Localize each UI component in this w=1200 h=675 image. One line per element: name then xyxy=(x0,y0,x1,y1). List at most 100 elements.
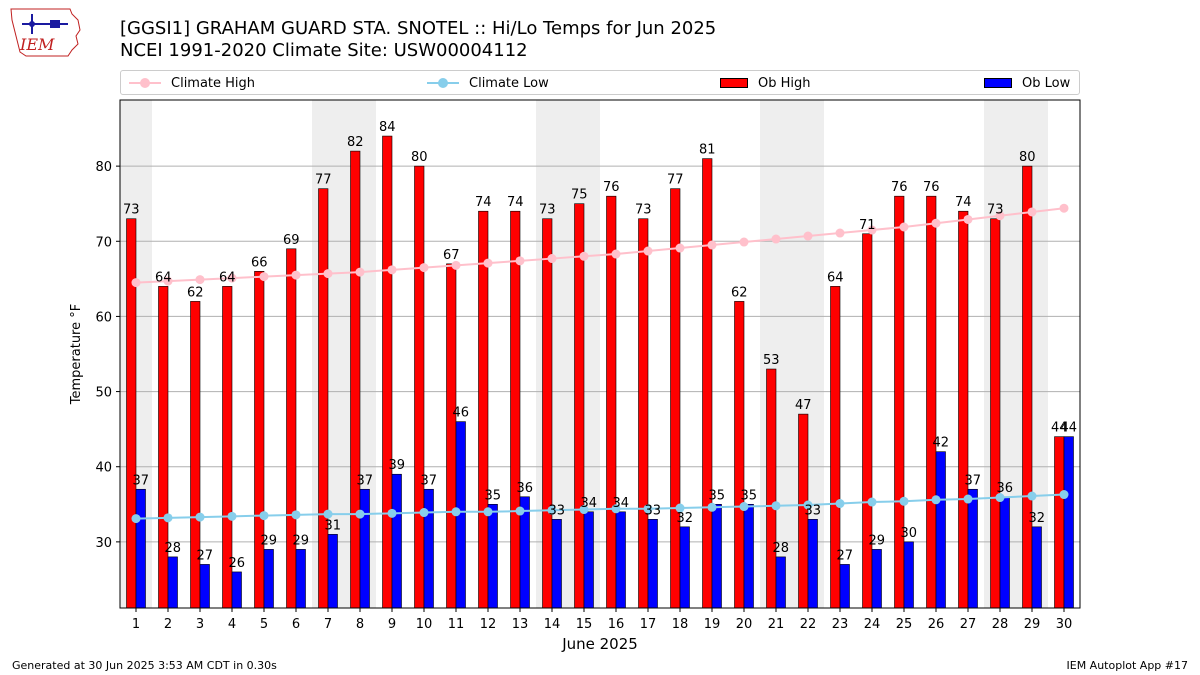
ob-high-label: 73 xyxy=(123,203,140,218)
climate-high-point xyxy=(483,258,493,268)
legend-label-ob-low: Ob Low xyxy=(1022,75,1071,91)
ob-high-bar xyxy=(766,368,777,609)
ob-low-bar xyxy=(391,473,402,609)
climate-low-point xyxy=(227,511,237,521)
ob-high-label: 66 xyxy=(251,255,268,270)
climate-high-point xyxy=(579,251,589,261)
climate-high-line xyxy=(135,207,1065,284)
climate-high-point xyxy=(323,269,333,279)
ob-high-bar xyxy=(894,195,905,609)
climate-low-point xyxy=(611,504,621,514)
ob-low-bar xyxy=(711,503,722,609)
ob-low-label: 37 xyxy=(132,473,149,488)
climate-high-point xyxy=(739,237,749,247)
weekend-shade-day-14 xyxy=(536,100,568,608)
climate-low-point xyxy=(515,506,525,516)
footer-app-id: IEM Autoplot App #17 xyxy=(1066,659,1189,672)
climate-low-point xyxy=(739,502,749,512)
ob-low-label: 28 xyxy=(772,541,789,556)
climate-low-point xyxy=(643,504,653,514)
climate-high-point xyxy=(675,243,685,253)
ob-high-bar xyxy=(574,203,585,609)
legend-item-ob-low: Ob Low xyxy=(984,71,1070,95)
climate-low-point xyxy=(995,493,1005,503)
ob-high-label: 80 xyxy=(411,150,428,165)
climate-high-point xyxy=(803,231,813,241)
y-tick-label: 40 xyxy=(95,461,112,476)
weekend-shade-day-7 xyxy=(312,100,344,608)
ob-low-label: 34 xyxy=(580,496,597,511)
ob-high-bar xyxy=(414,165,425,609)
ob-low-bar xyxy=(167,556,178,609)
ob-high-bar xyxy=(126,218,137,609)
weekend-shade-day-1 xyxy=(120,100,152,608)
climate-low-point xyxy=(931,495,941,505)
ob-high-label: 77 xyxy=(315,173,332,188)
x-tick-label: 8 xyxy=(356,617,364,632)
x-tick-label: 29 xyxy=(1024,617,1041,632)
x-tick-label: 23 xyxy=(832,617,849,632)
ob-high-label: 73 xyxy=(539,203,556,218)
climate-high-point xyxy=(835,228,845,238)
ob-high-bar xyxy=(542,218,553,609)
ob-low-label: 26 xyxy=(228,556,245,571)
x-axis-label: June 2025 xyxy=(561,635,638,653)
ob-high-bar xyxy=(638,218,649,609)
x-tick-label: 12 xyxy=(480,617,497,632)
ob-low-label: 44 xyxy=(1060,421,1077,436)
climate-high-point xyxy=(195,275,205,285)
ob-high-bar xyxy=(382,135,393,609)
climate-low-point xyxy=(899,496,909,506)
climate-high-point xyxy=(419,263,429,273)
ob-low-label: 29 xyxy=(260,533,277,548)
ob-low-label: 34 xyxy=(612,496,629,511)
svg-text:IEM: IEM xyxy=(19,35,55,54)
ob-low-bar xyxy=(423,488,434,609)
ob-high-label: 84 xyxy=(379,120,396,135)
ob-low-bar xyxy=(519,496,530,609)
x-tick-label: 28 xyxy=(992,617,1009,632)
ob-low-bar xyxy=(135,488,146,609)
ob-low-bar xyxy=(295,549,306,609)
climate-low-point xyxy=(579,505,589,515)
ob-low-label: 27 xyxy=(836,548,853,563)
climate-low-point xyxy=(195,512,205,522)
weekend-shade-day-29 xyxy=(1016,100,1048,608)
ob-low-label: 33 xyxy=(804,503,821,518)
ob-high-label: 75 xyxy=(571,188,588,203)
ob-low-bar xyxy=(967,488,978,609)
climate-high-point xyxy=(707,240,717,250)
ob-high-label: 74 xyxy=(475,195,492,210)
x-tick-label: 21 xyxy=(768,617,785,632)
climate-high-point xyxy=(1059,203,1069,213)
ob-low-label: 32 xyxy=(676,511,693,526)
ob-low-label: 35 xyxy=(484,488,501,503)
ob-high-label: 62 xyxy=(187,285,204,300)
climate-low-point xyxy=(1059,490,1069,500)
weekend-shade-day-22 xyxy=(792,100,824,608)
ob-low-bar xyxy=(743,503,754,609)
climate-high-point xyxy=(547,254,557,264)
ob-high-label: 74 xyxy=(507,195,524,210)
ob-low-bar xyxy=(871,549,882,609)
x-tick-label: 4 xyxy=(228,617,236,632)
ob-low-bar xyxy=(935,451,946,609)
ob-low-label: 37 xyxy=(420,473,437,488)
ob-high-label: 80 xyxy=(1019,150,1036,165)
climate-high-point xyxy=(131,278,141,288)
x-tick-label: 24 xyxy=(864,617,881,632)
ob-high-label: 47 xyxy=(795,398,812,413)
climate-high-point xyxy=(259,272,269,282)
y-tick-label: 70 xyxy=(95,235,112,250)
climate-low-point xyxy=(355,509,365,519)
ob-low-label: 33 xyxy=(644,503,661,518)
legend-label-ob-high: Ob High xyxy=(758,75,811,91)
ob-high-label: 71 xyxy=(859,218,876,233)
plot-frame xyxy=(119,99,1081,609)
x-tick-label: 5 xyxy=(260,617,268,632)
ob-low-bar xyxy=(999,496,1010,609)
climate-low-point xyxy=(259,511,269,521)
y-tick-label: 60 xyxy=(95,310,112,325)
x-tick-label: 13 xyxy=(512,617,529,632)
ob-low-bar xyxy=(327,534,338,609)
